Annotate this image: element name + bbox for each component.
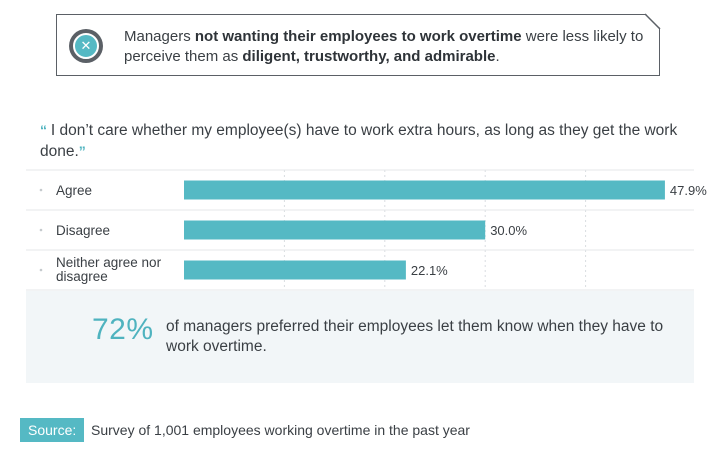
callout-text-part: Managers bbox=[124, 28, 195, 45]
value-label: 22.1% bbox=[411, 263, 448, 278]
row-bullet bbox=[39, 188, 43, 192]
survey-question: “ I don’t care whether my employee(s) ha… bbox=[40, 120, 680, 162]
bar bbox=[184, 260, 406, 280]
stat-text: of managers preferred their employees le… bbox=[166, 318, 664, 355]
folded-corner-icon bbox=[645, 13, 661, 29]
close-quote-icon: ” bbox=[78, 143, 86, 159]
callout-text: Managers not wanting their employees to … bbox=[124, 27, 644, 67]
bar bbox=[184, 220, 486, 240]
category-label: Disagree bbox=[56, 223, 110, 238]
callout-text-part: not wanting their employees to work over… bbox=[194, 28, 522, 45]
stat-panel bbox=[26, 291, 694, 383]
callout-text-part: diligent, trustworthy, and admirable bbox=[242, 48, 496, 65]
callout-text-part: . bbox=[495, 48, 500, 65]
bar bbox=[184, 180, 665, 200]
source-text: Survey of 1,001 employees working overti… bbox=[91, 422, 470, 438]
source-label: Source: bbox=[20, 418, 85, 442]
category-label: Agree bbox=[56, 183, 92, 198]
category-label: Neither agree nor disagree bbox=[56, 255, 162, 284]
x-circle-icon: ✕ bbox=[69, 29, 103, 63]
value-label: 47.9% bbox=[670, 183, 707, 198]
callout-box: ✕ Managers not wanting their employees t… bbox=[56, 13, 661, 76]
value-label: 30.0% bbox=[490, 223, 527, 238]
row-bullet bbox=[39, 268, 43, 272]
row-bullet bbox=[39, 228, 43, 232]
question-text: I don’t care whether my employee(s) have… bbox=[40, 122, 678, 160]
stat-value: 72% bbox=[92, 313, 154, 346]
open-quote-icon: “ bbox=[40, 122, 47, 138]
callout-text-part: were less likely to perceive them as bbox=[124, 28, 644, 65]
